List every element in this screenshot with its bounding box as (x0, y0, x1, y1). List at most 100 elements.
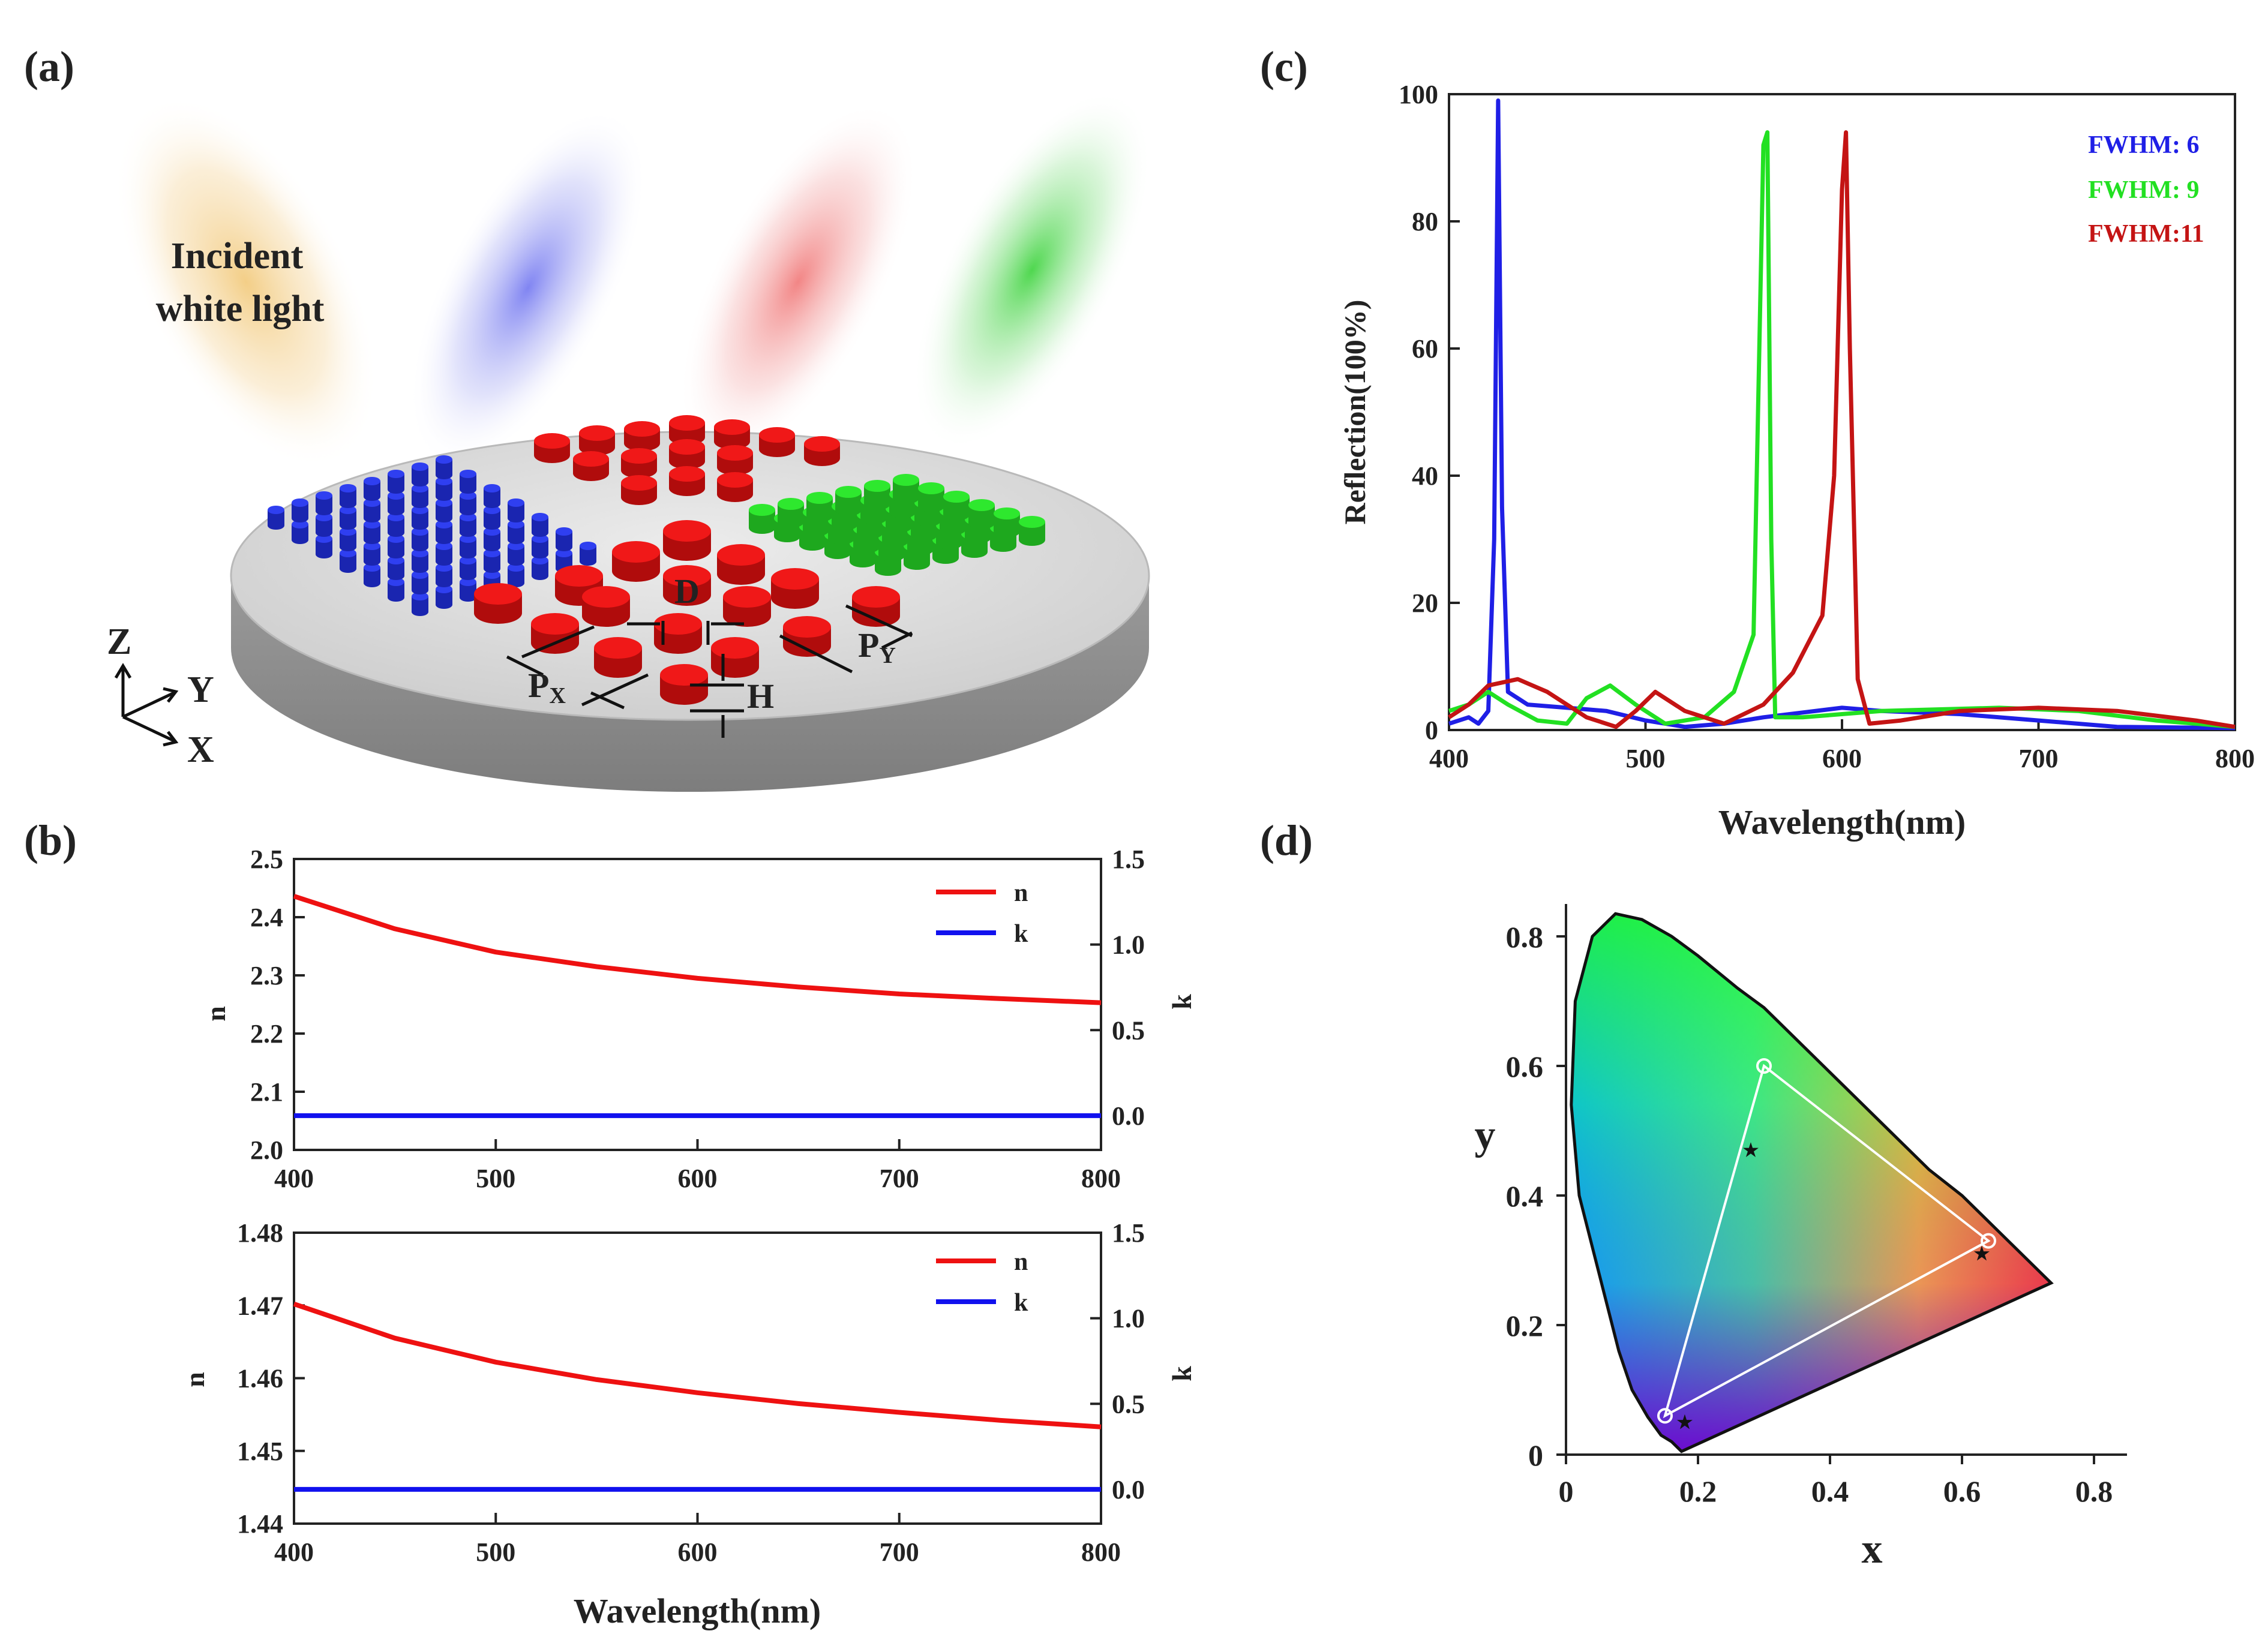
blue-pillar (364, 542, 380, 566)
x-tick-label: 800 (2215, 744, 2255, 773)
red-pillar (717, 445, 753, 475)
red-pillar (771, 568, 819, 609)
x-tick-label: 400 (1429, 744, 1469, 773)
blue-pillar (340, 506, 356, 530)
chart-b2-frame (293, 1231, 1102, 1525)
panel-b-index-charts: (b) 400 500 600 700 800 2.0 2.1 2.2 2.3 2.4 2.5 0.0… (24, 816, 1197, 1630)
blue-pillar (436, 477, 452, 501)
blue-pillar (508, 563, 524, 587)
series-line-n (293, 1302, 1102, 1429)
red-pillar (717, 544, 765, 585)
y-tick-label: 1.48 (237, 1218, 283, 1248)
chart-c-ylabel: Reflection(100%) (1338, 300, 1372, 525)
blue-pillar (556, 527, 572, 551)
y-tick-label: 0.6 (1506, 1050, 1544, 1083)
y-tick-label: 2.5 (250, 845, 283, 874)
red-pillar (669, 415, 705, 445)
blue-pillar (412, 484, 428, 508)
blue-pillar (364, 520, 380, 544)
red-pillar (804, 436, 840, 466)
chart-c-ticks: 400 500 600 700 800 0 20 40 60 80 100 (1399, 80, 2255, 773)
y-right-tick-label: 0.5 (1112, 1389, 1145, 1419)
coordinate-axes-icon (114, 663, 179, 747)
blue-pillar (484, 506, 500, 530)
blue-pillar (436, 585, 452, 609)
blue-pillar (364, 498, 380, 522)
blue-pillar (484, 527, 500, 551)
x-tick-label: 500 (1626, 744, 1666, 773)
y-right-tick-label: 1.0 (1112, 930, 1145, 960)
blue-pillar (412, 506, 428, 530)
axis-x-label: X (187, 729, 214, 770)
x-tick-label: 800 (1081, 1164, 1121, 1193)
x-tick-label: 700 (880, 1537, 919, 1567)
y-tick-label: 100 (1399, 80, 1438, 109)
y-tick-label: 2.2 (250, 1019, 283, 1049)
chart-b1-ylabel-left: n (200, 1006, 231, 1022)
y-tick-label: 2.1 (250, 1077, 283, 1107)
red-pillar-array (474, 415, 900, 705)
incident-light-label-line2: white light (156, 289, 325, 329)
gamut-vertex (1981, 1233, 1996, 1249)
blue-pillar (388, 534, 404, 558)
gamut-vertex (1756, 1058, 1772, 1074)
blue-pillar (532, 556, 548, 580)
x-tick-label: 600 (678, 1164, 718, 1193)
blue-pillar (292, 520, 308, 544)
blue-pillar (364, 477, 380, 501)
blue-pillar (484, 484, 500, 508)
red-pillar (612, 541, 660, 582)
blue-pillar (460, 578, 476, 602)
legend-n-label: n (1014, 879, 1028, 907)
green-pillar (994, 507, 1020, 537)
blue-pillar (436, 520, 452, 544)
blue-pillar (460, 556, 476, 580)
blue-pillar (436, 542, 452, 566)
blue-pillar (292, 498, 308, 522)
x-tick-label: 0 (1559, 1474, 1574, 1508)
green-pillar-array (749, 474, 1045, 576)
blue-pillar (388, 513, 404, 537)
blue-pillar (508, 542, 524, 566)
panel-c-label: (c) (1260, 43, 1308, 91)
green-pillar (918, 482, 944, 512)
blue-pillar (436, 498, 452, 522)
legend-k-label-2: k (1014, 1289, 1028, 1317)
blue-pillar (340, 527, 356, 551)
chart-b1-legend: n k (936, 879, 1028, 948)
blue-pillar (460, 491, 476, 515)
red-pillar (663, 565, 711, 606)
chart-d-xlabel: x (1862, 1526, 1883, 1572)
y-tick-label: 1.45 (237, 1437, 283, 1466)
chart-b2-ticks: 400 500 600 700 800 1.44 1.45 1.46 1.47 1.48 0.0 0.… (237, 1218, 1145, 1567)
red-pillar (717, 472, 753, 502)
red-pillar (534, 433, 570, 463)
incident-light-label-line1: Incident (171, 236, 304, 277)
x-tick-label: 0.2 (1679, 1474, 1717, 1508)
x-tick-label: 500 (476, 1164, 515, 1193)
chart-b2-series (293, 1302, 1102, 1492)
red-pillar (714, 419, 750, 449)
red-pillar (669, 466, 705, 496)
green-pillar (864, 480, 890, 510)
y-tick-label: 1.46 (237, 1364, 283, 1393)
y-tick-label: 0.8 (1506, 920, 1544, 954)
red-pillar (531, 613, 579, 654)
y-tick-label: 2.0 (250, 1136, 283, 1165)
red-pillar (621, 475, 657, 505)
dimension-px-label: PX (528, 666, 566, 708)
blue-reflected-beam (409, 109, 647, 467)
legend-fwhm-6: FWHM: 6 (2088, 131, 2199, 159)
dimension-d-label: D (674, 572, 700, 611)
x-tick-label: 0.8 (2075, 1474, 2113, 1508)
blue-pillar (316, 513, 332, 537)
y-right-tick-label: 1.0 (1112, 1304, 1145, 1333)
blue-pillar (436, 455, 452, 479)
axis-y-label: Y (187, 669, 214, 710)
dimension-h-label: H (747, 677, 774, 716)
chart-b1-ticks: 400 500 600 700 800 2.0 2.1 2.2 2.3 2.4 2.5 0.0 0.5 1… (250, 845, 1145, 1193)
blue-pillar (388, 578, 404, 602)
y-tick-label: 80 (1412, 207, 1438, 236)
y-tick-label: 0 (1425, 716, 1438, 745)
chart-d-ylabel: y (1475, 1112, 1496, 1158)
